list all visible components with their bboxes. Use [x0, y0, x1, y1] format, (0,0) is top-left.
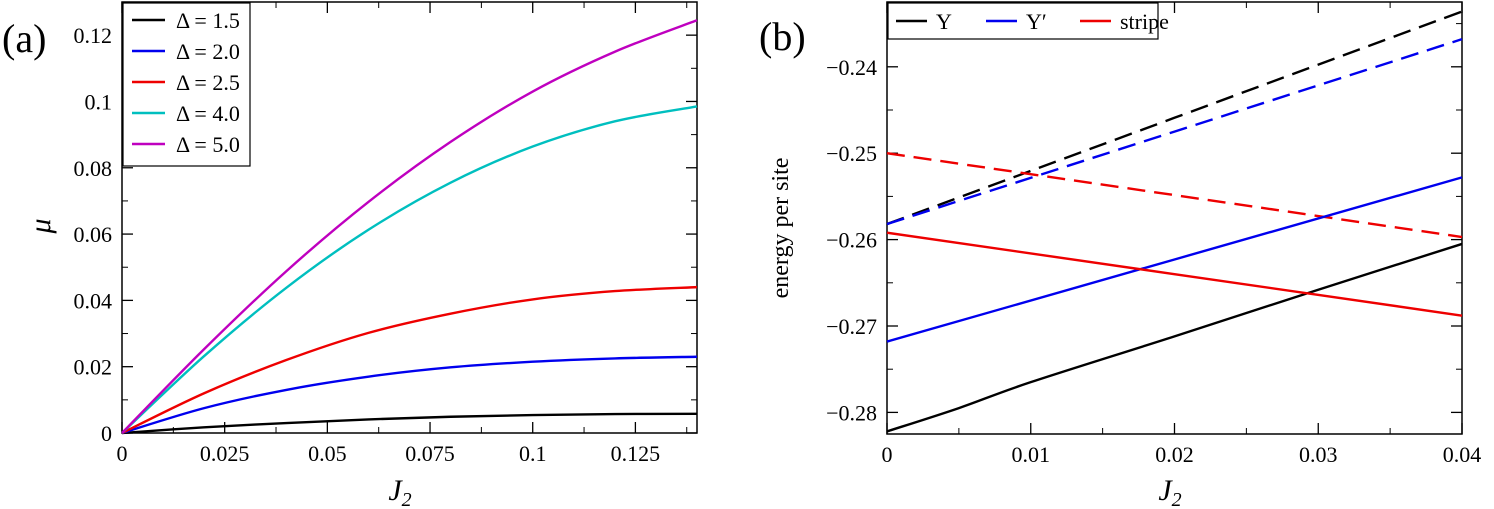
panel-a-ylabel: μ: [24, 218, 57, 234]
panel-b-ylabel: energy per site: [768, 158, 794, 299]
b-series-line-1: [886, 38, 1463, 226]
panel-a-legend-box: [122, 2, 251, 167]
b-series-line-2: [886, 152, 1463, 239]
b-legend-label: Y′: [1026, 9, 1047, 34]
panel-a-xlabel: J2: [388, 474, 411, 509]
panel-b-series: [886, 10, 1463, 433]
panel-b-xlabel: J2: [1158, 474, 1181, 509]
b-ytick-label: −0.26: [826, 228, 877, 253]
b-legend-label: Y: [936, 9, 952, 34]
b-xtick-label: 0.01: [1012, 442, 1051, 467]
a-legend-label: Δ = 2.5: [176, 70, 240, 95]
a-xtick-label: 0.025: [200, 441, 250, 466]
panel-b-ticks: 0 0.01 0.02 0.03 0.04 −0.28 −0.27 −0.26 −0.25 −0.…: [826, 2, 1481, 467]
a-xtick-label: 0.05: [308, 441, 347, 466]
panel-a-legend: Δ = 1.5 Δ = 2.0 Δ = 2.5 Δ = 4.0 Δ = 5.0: [122, 2, 251, 167]
a-ytick-label: 0.1: [85, 89, 113, 114]
a-ytick-label: 0.12: [74, 23, 113, 48]
b-series-line-4: [886, 176, 1463, 343]
a-ytick-label: 0.06: [74, 222, 113, 247]
b-ytick-label: −0.24: [826, 55, 877, 80]
b-xtick-label: 0.02: [1155, 442, 1194, 467]
a-legend-label: Δ = 2.0: [176, 39, 240, 64]
b-ytick-label: −0.28: [826, 400, 877, 425]
b-legend-label: stripe: [1120, 9, 1169, 34]
panel-b-label: (b): [759, 14, 806, 59]
a-xtick-label: 0.075: [405, 441, 455, 466]
panel-b-chart: (b) 0 0.01 0.02 0.03 0.04 −0.28 −0.27 −0.26 −0.2…: [759, 1, 1481, 509]
panel-a-series: [121, 19, 698, 435]
panel-a-chart: (a) 0 0.025 0.05 0.075 0.1 0.125 0 0.02 0.04 0.06…: [2, 1, 698, 509]
panel-a-frame: [121, 1, 698, 434]
b-xtick-label: 0.03: [1299, 442, 1338, 467]
b-xtick-label: 0.04: [1443, 442, 1482, 467]
panel-a-ticks: 0 0.025 0.05 0.075 0.1 0.125 0 0.02 0.04 0.06 0.08…: [74, 2, 697, 466]
a-series-line-0: [121, 412, 698, 435]
a-series-line-4: [121, 19, 698, 434]
b-series-line-0: [886, 10, 1463, 226]
a-legend-label: Δ = 5.0: [176, 132, 240, 157]
b-series-line-5: [886, 231, 1463, 317]
a-legend-label: Δ = 4.0: [176, 101, 240, 126]
a-ytick-label: 0: [101, 421, 112, 446]
a-ytick-label: 0.04: [74, 288, 113, 313]
a-legend-label: Δ = 1.5: [176, 8, 240, 33]
b-ytick-label: −0.25: [826, 141, 877, 166]
a-xtick-label: 0.1: [519, 441, 547, 466]
a-xtick-label: 0: [117, 441, 128, 466]
panel-b-legend-box: [887, 2, 1159, 40]
a-ytick-label: 0.02: [74, 355, 113, 380]
panel-b-legend: Y Y′ stripe: [887, 2, 1169, 40]
a-series-line-1: [121, 355, 698, 435]
a-xtick-label: 0.125: [611, 441, 661, 466]
panel-a-label: (a): [2, 16, 46, 61]
b-ytick-label: −0.27: [826, 314, 877, 339]
b-xtick-label: 0: [882, 442, 893, 467]
a-series-line-3: [121, 105, 698, 434]
b-series-line-3: [886, 242, 1463, 433]
a-series-line-2: [121, 285, 698, 435]
a-ytick-label: 0.08: [74, 156, 113, 181]
